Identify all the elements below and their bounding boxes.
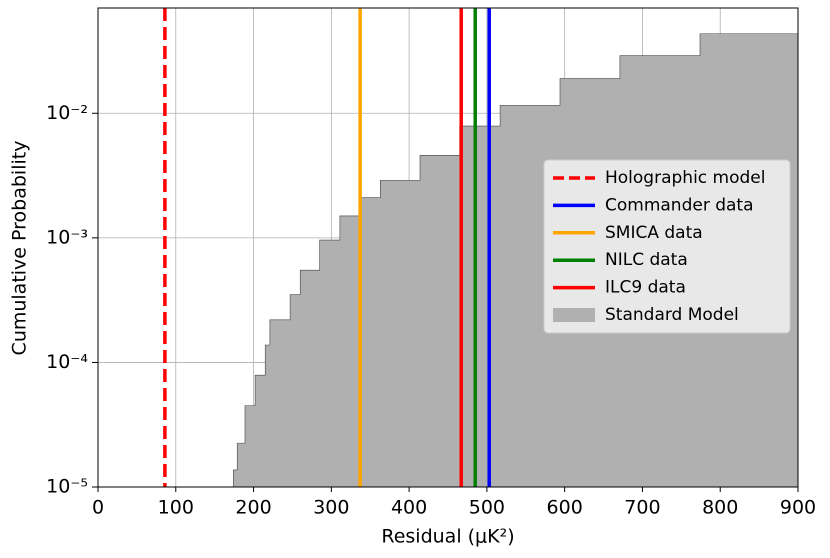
y-tick-label: 10⁻⁴ [46, 351, 88, 373]
x-tick-label: 400 [391, 497, 427, 519]
legend-label: Commander data [605, 195, 754, 215]
x-tick-label: 200 [235, 497, 271, 519]
legend-label: SMICA data [605, 223, 703, 243]
legend-label: Standard Model [605, 305, 739, 325]
x-axis-label: Residual (μK²) [381, 526, 514, 548]
plot-frame [97, 7, 799, 488]
legend-swatch [553, 308, 595, 322]
x-tick-label: 100 [158, 497, 194, 519]
x-tick-label: 0 [92, 497, 104, 519]
y-axis-label: Cumulative Probability [9, 141, 31, 356]
legend-label: Holographic model [605, 168, 765, 188]
cumulative-area [231, 10, 799, 488]
x-tick-label: 800 [702, 497, 738, 519]
x-tick-label: 600 [547, 497, 583, 519]
x-tick-label: 700 [624, 497, 660, 519]
legend-box [543, 159, 791, 334]
legend: Holographic model Commander data SMICA dat… [543, 159, 791, 334]
x-tick-label: 900 [780, 497, 816, 519]
y-tick-label: 10⁻² [46, 102, 88, 124]
y-tick-label: 10⁻³ [46, 226, 88, 248]
x-tick-label: 500 [469, 497, 505, 519]
x-tick-label: 300 [313, 497, 349, 519]
legend-label: NILC data [605, 250, 688, 270]
y-tick-label: 10⁻⁵ [46, 476, 88, 498]
legend-label: ILC9 data [605, 278, 686, 298]
